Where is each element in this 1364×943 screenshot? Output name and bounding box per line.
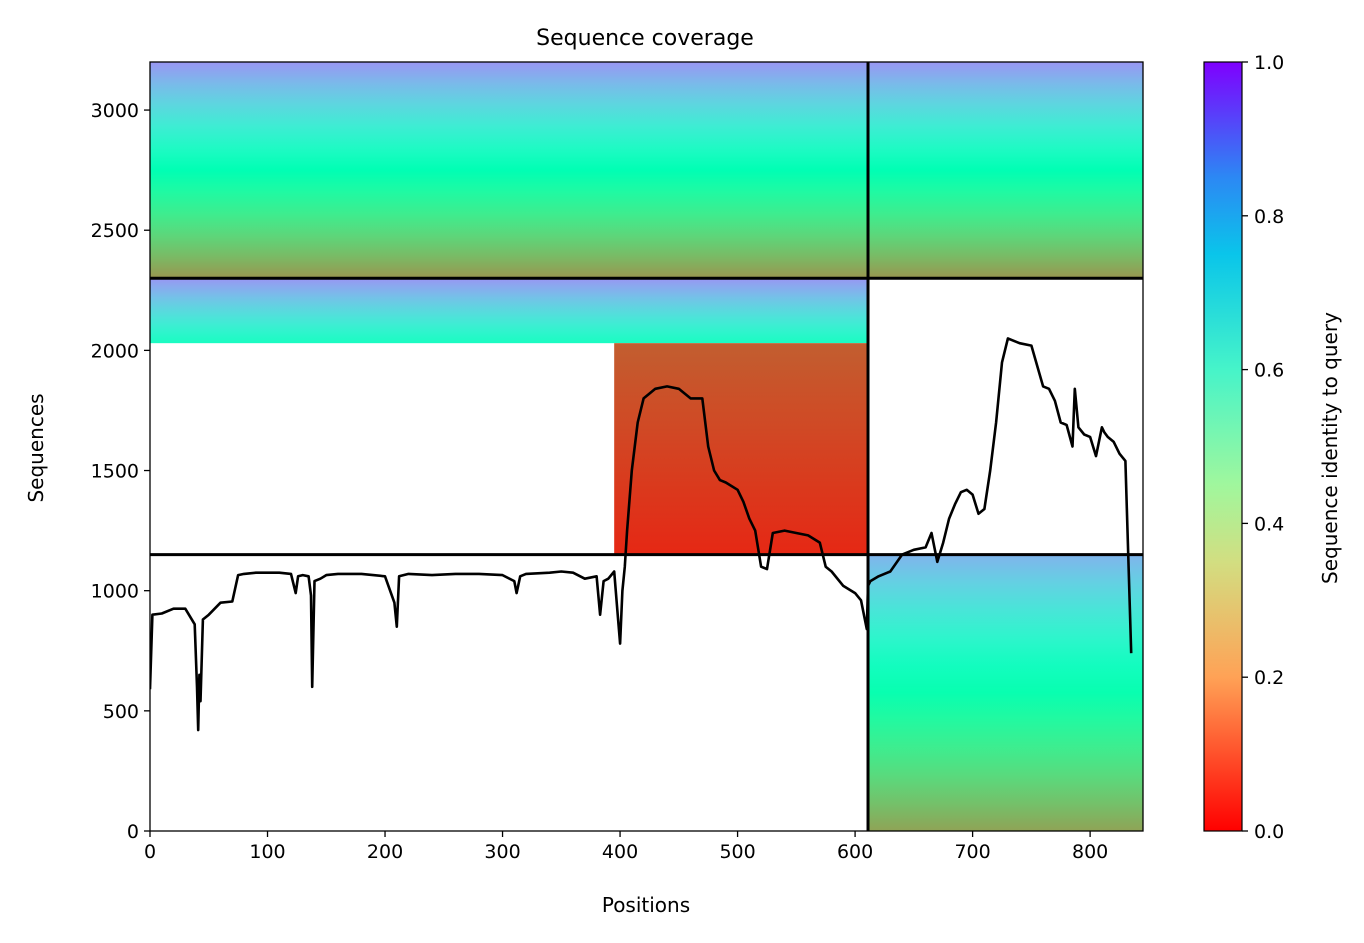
chart-title: Sequence coverage <box>536 26 754 51</box>
x-tick-label: 400 <box>602 841 638 863</box>
colorbar-tick-label: 0.2 <box>1254 667 1284 689</box>
colorbar-label: Sequence identity to query <box>1318 312 1342 584</box>
colorbar-tick-label: 0.8 <box>1254 206 1284 228</box>
chain-boundary-lines <box>150 62 1143 831</box>
y-tick-label: 1500 <box>91 461 139 483</box>
block-top-left <box>150 62 869 279</box>
x-tick-label: 100 <box>249 841 285 863</box>
block-middle-left <box>150 278 869 344</box>
x-tick-label: 200 <box>367 841 403 863</box>
coverage-line <box>150 337 1133 732</box>
plot-frame <box>149 61 1144 832</box>
coverage-layer <box>150 337 1133 732</box>
colorbar-tick-label: 1.0 <box>1254 52 1284 74</box>
block-bottom-right <box>868 554 1143 831</box>
colorbar-tick-label: 0.4 <box>1254 513 1284 535</box>
y-tick-label: 2000 <box>91 340 139 362</box>
colorbar-tick-label: 0.6 <box>1254 360 1284 382</box>
y-tick-label: 0 <box>127 821 139 843</box>
heatmap-layer <box>150 62 1143 831</box>
x-tick-label: 800 <box>1072 841 1108 863</box>
y-axis-label: Sequences <box>24 393 48 502</box>
block-middle-center <box>614 343 869 555</box>
colorbar <box>1203 61 1243 832</box>
x-tick-label: 500 <box>719 841 755 863</box>
x-axis-label: Positions <box>602 893 690 917</box>
y-tick-label: 1000 <box>91 581 139 603</box>
x-tick-label: 0 <box>144 841 156 863</box>
y-tick-label: 500 <box>103 701 139 723</box>
block-top-right <box>868 62 1143 279</box>
x-tick-label: 600 <box>837 841 873 863</box>
colorbar-ticks: 0.0 0.2 0.4 0.6 0.8 1.0 <box>1242 52 1284 843</box>
y-axis-ticks: 0 500 1000 1500 2000 2500 3000 <box>91 100 150 843</box>
x-axis-ticks: 0 100 200 300 400 500 600 700 800 <box>144 831 1108 863</box>
y-tick-label: 2500 <box>91 220 139 242</box>
y-tick-label: 3000 <box>91 100 139 122</box>
colorbar-tick-label: 0.0 <box>1254 821 1284 843</box>
x-tick-label: 300 <box>484 841 520 863</box>
x-tick-label: 700 <box>954 841 990 863</box>
